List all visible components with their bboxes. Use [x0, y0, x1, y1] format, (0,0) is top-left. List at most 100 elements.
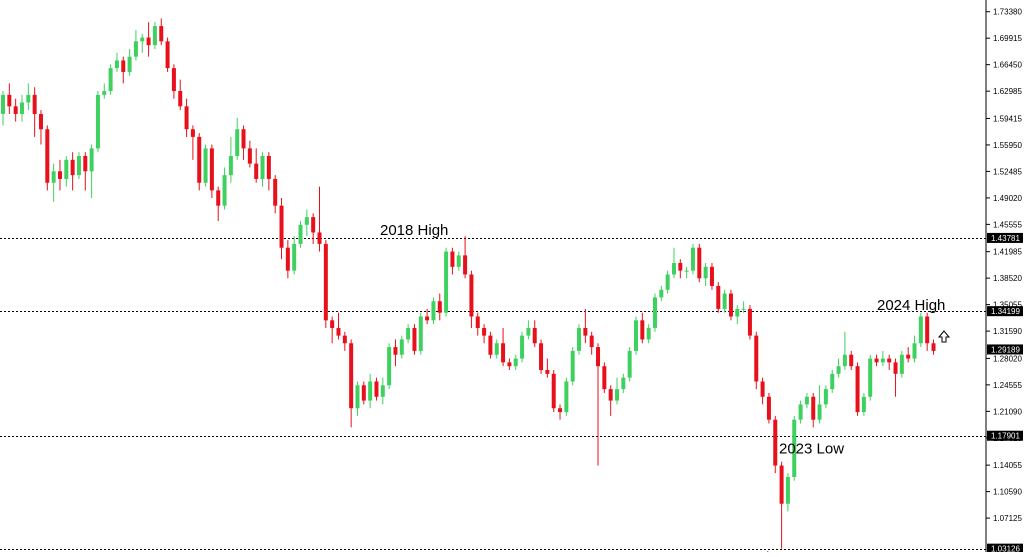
candle-body: [760, 381, 765, 397]
candle-61: [387, 343, 392, 390]
tick-label: 1.28020: [993, 354, 1022, 363]
candle-120: [760, 377, 765, 405]
candle-body: [488, 335, 493, 355]
candle-body: [906, 354, 911, 359]
candle-58: [368, 373, 373, 409]
candle-79: [501, 327, 506, 367]
candle-body: [57, 171, 62, 179]
candle-66: [418, 312, 423, 355]
candle-body: [266, 156, 271, 179]
candle-body: [507, 362, 512, 367]
candle-body: [741, 308, 746, 310]
candle-138: [874, 354, 879, 367]
candle-130: [823, 385, 828, 409]
price-tag-bg: [987, 344, 1023, 355]
tick-label: 1.49020: [993, 194, 1022, 203]
candle-124: [785, 473, 790, 512]
candle-body: [209, 148, 214, 191]
candle-body: [121, 60, 126, 72]
candle-60: [380, 377, 385, 405]
candle-body: [665, 274, 670, 290]
candle-body: [596, 347, 601, 367]
candle-body: [304, 217, 309, 225]
candles-layer: [1, 18, 936, 549]
candle-body: [51, 171, 56, 183]
candle-body: [292, 243, 297, 271]
candle-body: [494, 343, 499, 355]
candle-110: [697, 243, 702, 283]
candle-body: [431, 301, 436, 321]
candle-65: [412, 324, 417, 355]
candle-body: [747, 308, 752, 336]
arrow-up-icon: [937, 330, 951, 343]
candle-69: [437, 293, 442, 321]
candle-105: [665, 270, 670, 294]
candle-81: [513, 354, 518, 371]
candle-18: [114, 52, 119, 72]
candle-body: [634, 320, 638, 351]
candle-51: [323, 240, 328, 328]
candle-body: [868, 358, 873, 397]
candle-23: [146, 22, 151, 57]
candle-body: [823, 389, 828, 405]
candle-143: [906, 347, 911, 363]
candle-71: [450, 247, 455, 275]
candle-body: [159, 26, 164, 42]
annotation-label: 2024 High: [877, 297, 945, 314]
candle-140: [887, 354, 892, 371]
candle-122: [773, 415, 778, 474]
candle-body: [361, 385, 366, 401]
candle-body: [785, 477, 790, 504]
candle-126: [798, 400, 803, 424]
candle-13: [83, 152, 88, 191]
candle-5: [32, 87, 37, 137]
candle-body: [925, 316, 930, 344]
candle-body: [285, 247, 290, 271]
candle-26: [165, 37, 170, 72]
candle-body: [380, 385, 385, 397]
candle-72: [456, 251, 461, 271]
candle-121: [766, 392, 771, 424]
candle-16: [102, 83, 107, 99]
candle-body: [887, 358, 892, 363]
candle-147: [931, 339, 936, 355]
candle-body: [627, 350, 632, 378]
candle-body: [70, 159, 75, 176]
candle-55: [349, 339, 354, 428]
annotation-label: 2018 High: [380, 222, 448, 239]
candle-body: [235, 129, 240, 157]
candle-90: [570, 347, 575, 386]
candle-92: [583, 308, 588, 344]
candle-body: [127, 56, 132, 72]
tick-label: 1.38520: [993, 274, 1022, 283]
candle-body: [849, 354, 854, 367]
candle-107: [678, 259, 683, 279]
candle-64: [406, 324, 411, 344]
candle-97: [615, 377, 620, 405]
price-tag-label: 1.43781: [991, 234, 1020, 243]
candle-body: [412, 327, 417, 351]
candle-0: [1, 91, 5, 126]
candle-body: [754, 335, 759, 382]
candle-77: [488, 331, 493, 359]
candle-54: [342, 331, 347, 351]
candle-body: [709, 266, 714, 286]
candle-123: [779, 461, 784, 549]
candle-body: [918, 316, 923, 344]
candle-33: [209, 144, 214, 199]
candle-109: [690, 243, 695, 275]
tick-label: 1.07125: [993, 514, 1022, 523]
candle-body: [32, 94, 37, 114]
candle-27: [171, 64, 176, 99]
candle-118: [747, 305, 752, 340]
candle-body: [577, 327, 582, 351]
candle-80: [507, 358, 512, 371]
price-tag-bg: [987, 306, 1023, 317]
candle-body: [450, 251, 455, 267]
candle-49: [311, 213, 316, 244]
candle-17: [108, 64, 113, 95]
price-tag-label: 1.29189: [991, 345, 1020, 354]
price-tag-label: 1.03126: [991, 545, 1020, 552]
candle-21: [133, 29, 138, 61]
